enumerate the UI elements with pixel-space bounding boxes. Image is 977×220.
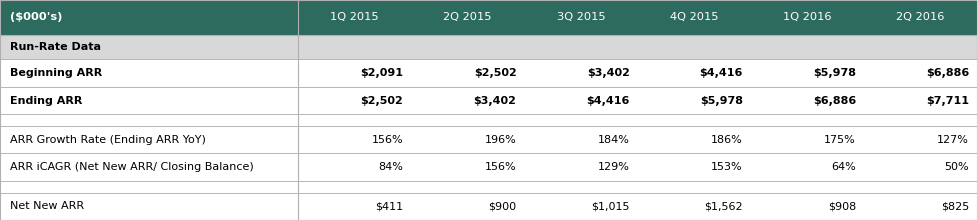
- Text: 2Q 2015: 2Q 2015: [444, 13, 492, 22]
- Bar: [0, 153, 977, 181]
- Text: $4,416: $4,416: [586, 95, 629, 106]
- Text: 175%: 175%: [825, 135, 856, 145]
- Text: $2,091: $2,091: [361, 68, 404, 78]
- Text: 64%: 64%: [831, 162, 856, 172]
- Text: $2,502: $2,502: [474, 68, 517, 78]
- Text: 184%: 184%: [598, 135, 629, 145]
- Bar: [0, 181, 977, 193]
- Text: 186%: 186%: [711, 135, 743, 145]
- Text: 84%: 84%: [378, 162, 404, 172]
- Text: $5,978: $5,978: [700, 95, 743, 106]
- Text: $7,711: $7,711: [926, 95, 969, 106]
- Text: ($000's): ($000's): [10, 13, 63, 22]
- Text: Run-Rate Data: Run-Rate Data: [10, 42, 101, 52]
- Text: 127%: 127%: [937, 135, 969, 145]
- Text: 156%: 156%: [485, 162, 517, 172]
- Bar: [0, 87, 977, 114]
- Bar: [0, 126, 977, 153]
- Text: 1Q 2015: 1Q 2015: [330, 13, 379, 22]
- Text: Ending ARR: Ending ARR: [10, 95, 82, 106]
- Text: $1,015: $1,015: [591, 201, 629, 211]
- Text: $825: $825: [941, 201, 969, 211]
- Text: 2Q 2016: 2Q 2016: [896, 13, 945, 22]
- Text: 153%: 153%: [711, 162, 743, 172]
- Text: $2,502: $2,502: [361, 95, 404, 106]
- Text: ARR Growth Rate (Ending ARR YoY): ARR Growth Rate (Ending ARR YoY): [10, 135, 205, 145]
- Bar: [0, 35, 977, 59]
- Text: 50%: 50%: [945, 162, 969, 172]
- Text: $5,978: $5,978: [813, 68, 856, 78]
- Text: 1Q 2016: 1Q 2016: [783, 13, 831, 22]
- Text: ARR iCAGR (Net New ARR/ Closing Balance): ARR iCAGR (Net New ARR/ Closing Balance): [10, 162, 253, 172]
- Bar: [0, 193, 977, 220]
- Text: $3,402: $3,402: [474, 95, 517, 106]
- Bar: [0, 0, 977, 35]
- Text: $4,416: $4,416: [700, 68, 743, 78]
- Text: Net New ARR: Net New ARR: [10, 201, 84, 211]
- Text: 196%: 196%: [485, 135, 517, 145]
- Text: $411: $411: [375, 201, 404, 211]
- Text: 3Q 2015: 3Q 2015: [557, 13, 605, 22]
- Bar: [0, 59, 977, 87]
- Text: $6,886: $6,886: [926, 68, 969, 78]
- Text: Beginning ARR: Beginning ARR: [10, 68, 102, 78]
- Text: $900: $900: [488, 201, 517, 211]
- Text: 129%: 129%: [598, 162, 629, 172]
- Text: 4Q 2015: 4Q 2015: [670, 13, 718, 22]
- Bar: [0, 114, 977, 126]
- Text: $6,886: $6,886: [813, 95, 856, 106]
- Text: $3,402: $3,402: [587, 68, 629, 78]
- Text: $1,562: $1,562: [704, 201, 743, 211]
- Text: 156%: 156%: [371, 135, 404, 145]
- Text: $908: $908: [828, 201, 856, 211]
